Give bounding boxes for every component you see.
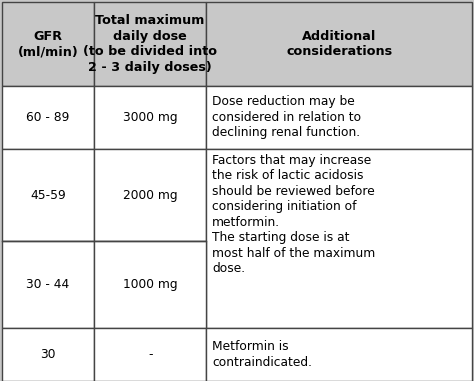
Text: 30 - 44: 30 - 44 bbox=[27, 278, 70, 291]
Bar bbox=[2, 328, 94, 381]
Bar bbox=[207, 149, 472, 328]
Text: 30: 30 bbox=[40, 348, 56, 361]
Bar bbox=[94, 242, 207, 328]
Text: Additional
considerations: Additional considerations bbox=[286, 29, 392, 58]
Text: Dose reduction may be
considered in relation to
declining renal function.: Dose reduction may be considered in rela… bbox=[212, 95, 361, 139]
Bar bbox=[207, 86, 472, 149]
Bar bbox=[2, 2, 94, 86]
Text: 2000 mg: 2000 mg bbox=[123, 189, 177, 202]
Bar bbox=[2, 149, 94, 242]
Text: Factors that may increase
the risk of lactic acidosis
should be reviewed before
: Factors that may increase the risk of la… bbox=[212, 154, 375, 275]
Text: GFR
(ml/min): GFR (ml/min) bbox=[18, 29, 79, 58]
Text: Total maximum
daily dose
(to be divided into
2 - 3 daily doses): Total maximum daily dose (to be divided … bbox=[83, 14, 217, 74]
Bar bbox=[94, 2, 207, 86]
Text: -: - bbox=[148, 348, 153, 361]
Bar bbox=[207, 328, 472, 381]
Bar bbox=[2, 242, 94, 328]
Text: 60 - 89: 60 - 89 bbox=[27, 111, 70, 124]
Bar bbox=[94, 86, 207, 149]
Bar bbox=[2, 86, 94, 149]
Bar bbox=[94, 149, 207, 242]
Text: 3000 mg: 3000 mg bbox=[123, 111, 177, 124]
Text: 45-59: 45-59 bbox=[30, 189, 66, 202]
Bar bbox=[94, 328, 207, 381]
Text: Metformin is
contraindicated.: Metformin is contraindicated. bbox=[212, 340, 312, 369]
Text: 1000 mg: 1000 mg bbox=[123, 278, 177, 291]
Bar bbox=[207, 2, 472, 86]
